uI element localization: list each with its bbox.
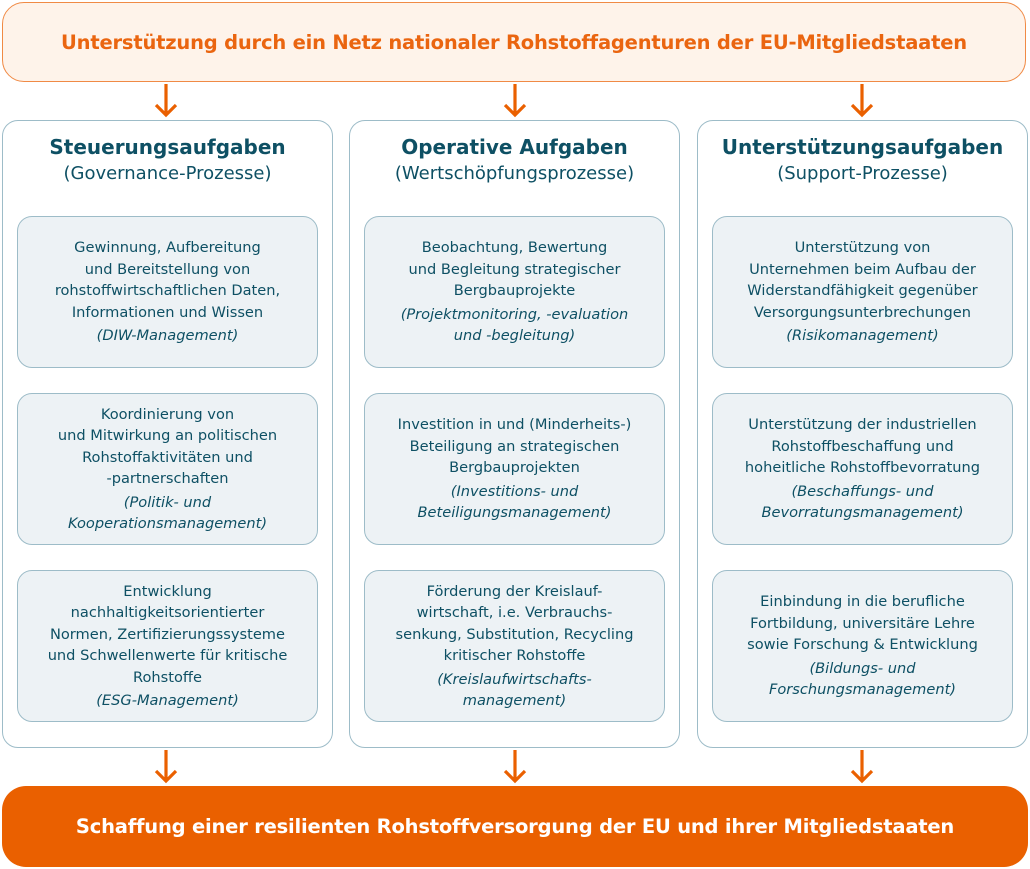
task-description: Beobachtung, Bewertung und Begleitung st…	[408, 239, 621, 300]
bottom-banner-text: Schaffung einer resilienten Rohstoffvers…	[75, 815, 955, 838]
task-card: Unterstützung von Unternehmen beim Aufba…	[712, 216, 1013, 368]
top-banner-text: Unterstützung durch ein Netz nationaler …	[61, 30, 967, 54]
task-category: (Kreislaufwirtschafts- management)	[437, 670, 592, 710]
task-card: Unterstützung der industriellen Rohstoff…	[712, 393, 1013, 545]
task-category: (ESG-Management)	[96, 692, 239, 709]
task-card: Förderung der Kreislauf- wirtschaft, i.e…	[364, 570, 665, 722]
arrow-down-icon	[850, 750, 874, 784]
task-card: Entwicklung nachhaltigkeitsorientierter …	[17, 570, 318, 722]
task-card: Investition in und (Minderheits-) Beteil…	[364, 393, 665, 545]
task-description: Entwicklung nachhaltigkeitsorientierter …	[47, 582, 288, 686]
task-category: (DIW-Management)	[96, 327, 239, 345]
bottom-banner: Schaffung einer resilienten Rohstoffvers…	[2, 786, 1028, 867]
task-category: (Politik- und Kooperationsmanagement)	[67, 493, 268, 533]
task-category: (Beschaffungs- und Bevorratungsmanagemen…	[761, 482, 964, 522]
column-title: Operative Aufgaben	[401, 135, 628, 159]
column-subtitle: (Support-Prozesse)	[777, 163, 948, 184]
arrow-down-icon	[503, 750, 527, 784]
task-card: Beobachtung, Bewertung und Begleitung st…	[364, 216, 665, 368]
task-category: (Projektmonitoring, -evaluation und -beg…	[400, 305, 629, 345]
task-category: (Investitions- und Beteiligungsmanagemen…	[417, 482, 612, 522]
task-description: Einbindung in die berufliche Fortbildung…	[747, 593, 978, 654]
task-description: Gewinnung, Aufbereitung und Bereitstellu…	[54, 239, 281, 321]
task-category: (Bildungs- und Forschungsmanagement)	[768, 659, 957, 699]
task-description: Koordinierung von und Mitwirkung an poli…	[57, 405, 278, 488]
task-category: (Risikomanagement)	[786, 327, 939, 345]
column-title: Steuerungsaufgaben	[49, 135, 286, 159]
arrow-down-icon	[154, 750, 178, 784]
task-card: Gewinnung, Aufbereitung und Bereitstellu…	[17, 216, 318, 368]
task-description: Unterstützung von Unternehmen beim Aufba…	[747, 239, 978, 321]
task-card: Einbindung in die berufliche Fortbildung…	[712, 570, 1013, 722]
process-column: Steuerungsaufgaben (Governance-Prozesse)…	[2, 120, 333, 748]
arrow-down-icon	[850, 84, 874, 118]
process-column: Unterstützungsaufgaben (Support-Prozesse…	[697, 120, 1028, 748]
column-subtitle: (Wertschöpfungsprozesse)	[394, 163, 635, 184]
task-description: Investition in und (Minderheits-) Beteil…	[397, 416, 632, 477]
task-card: Koordinierung von und Mitwirkung an poli…	[17, 393, 318, 545]
column-subtitle: (Governance-Prozesse)	[63, 163, 272, 184]
column-title: Unterstützungsaufgaben	[721, 135, 1004, 159]
process-column: Operative Aufgaben (Wertschöpfungsprozes…	[349, 120, 680, 748]
task-description: Unterstützung der industriellen Rohstoff…	[744, 416, 981, 477]
task-description: Förderung der Kreislauf- wirtschaft, i.e…	[395, 582, 634, 665]
top-banner: Unterstützung durch ein Netz nationaler …	[2, 2, 1026, 82]
arrow-down-icon	[503, 84, 527, 118]
arrow-down-icon	[154, 84, 178, 118]
